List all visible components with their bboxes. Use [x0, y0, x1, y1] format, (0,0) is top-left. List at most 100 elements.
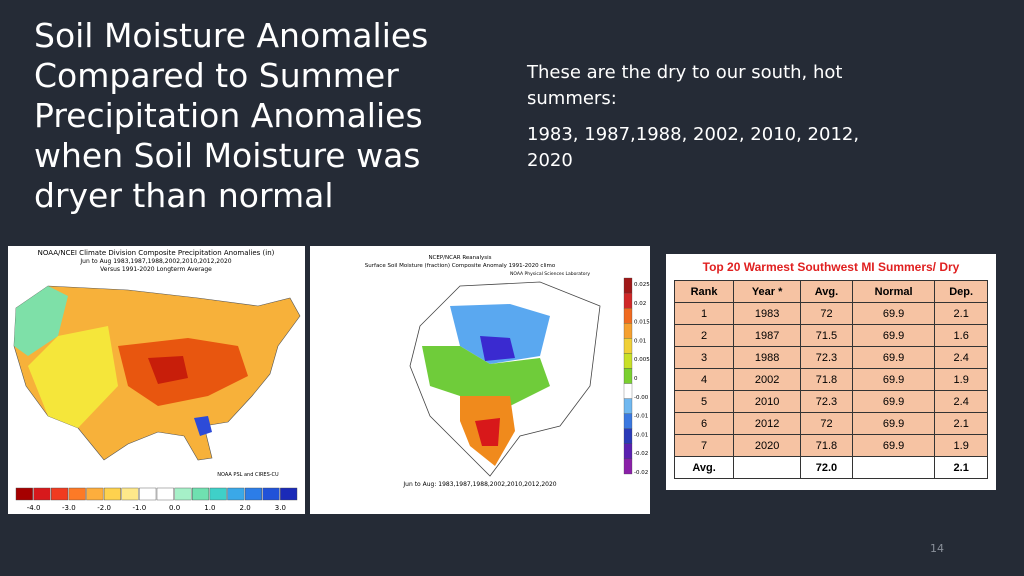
- figure-credit: NOAA PSL and CIRES-CU: [217, 472, 279, 478]
- colorbar-box: [623, 353, 633, 369]
- slide-body: These are the dry to our south, hot summ…: [527, 60, 907, 184]
- colorbar-box: [623, 308, 633, 324]
- table-cell: 69.9: [851, 434, 936, 457]
- table-cell: 2.1: [934, 412, 988, 435]
- colorbar-box: [262, 487, 280, 501]
- table: Rank Year * Avg. Normal Dep. 1 1983 72 69.9 2.1 2 1…: [673, 280, 988, 479]
- colorbar-label: 0.015: [634, 320, 650, 326]
- table-cell: 3: [673, 346, 735, 369]
- colorbar-box: [623, 458, 633, 475]
- table-cell: 1987: [733, 324, 802, 347]
- table-row: 5 2010 72.3 69.9 2.4: [673, 390, 988, 413]
- colorbar-label: -0.01: [634, 414, 648, 420]
- table-cell: 2.1: [934, 302, 988, 325]
- colorbar-box: [86, 487, 104, 501]
- precip-map-svg: NOAA/NCEI Climate Division Composite Pre…: [13, 249, 321, 512]
- map-dry-core: [475, 418, 500, 446]
- table-row: 3 1988 72.3 69.9 2.4: [673, 346, 988, 369]
- colorbar-box: [192, 487, 210, 501]
- figure-title: Surface Soil Moisture (fraction) Composi…: [365, 263, 556, 269]
- average-avg: 72.0: [800, 456, 853, 479]
- title-line: Compared to Summer: [34, 56, 399, 95]
- table-cell: 2012: [733, 412, 802, 435]
- table-cell: 69.9: [851, 302, 936, 325]
- colorbar-label: -0.00: [634, 395, 649, 401]
- table-cell: 69.9: [851, 324, 936, 347]
- average-dep: 2.1: [934, 456, 988, 479]
- slide-title: Soil Moisture Anomalies Compared to Summe…: [34, 16, 428, 216]
- colorbar-label: -2.0: [97, 504, 111, 512]
- average-label: Avg.: [673, 456, 735, 479]
- figure-title: NOAA Physical Sciences Laboratory: [510, 271, 590, 277]
- table-cell: 71.5: [800, 324, 853, 347]
- figure-title: NCEP/NCAR Reanalysis: [428, 255, 491, 261]
- header-cell: Dep.: [934, 280, 988, 303]
- table-cell: 69.9: [851, 390, 936, 413]
- table-row: 1 1983 72 69.9 2.1: [673, 302, 988, 325]
- colorbar-box: [156, 487, 174, 501]
- average-row: Avg. 72.0 2.1: [673, 456, 988, 479]
- title-line: when Soil Moisture was: [34, 136, 421, 175]
- colorbar-label: -0.02: [634, 451, 648, 457]
- map-yellow-west: [28, 326, 118, 428]
- table-cell: 72: [800, 412, 853, 435]
- header-cell: Year *: [733, 280, 802, 303]
- header-cell: Avg.: [800, 280, 853, 303]
- map-dry-center: [148, 356, 188, 384]
- table-cell: 71.8: [800, 368, 853, 391]
- colorbar-box: [51, 487, 69, 501]
- colorbar-box: [174, 487, 192, 501]
- body-paragraph: These are the dry to our south, hot summ…: [527, 62, 843, 109]
- colorbar-label: 0.025: [634, 282, 650, 288]
- colorbar-label: 0.0: [169, 504, 180, 512]
- colorbar-box: [33, 487, 51, 501]
- title-line: Soil Moisture Anomalies: [34, 16, 429, 55]
- empty-cell: [733, 456, 802, 479]
- map-wet-gulf: [194, 416, 212, 436]
- colorbar-label: -1.0: [133, 504, 147, 512]
- table-panel: Top 20 Warmest Southwest MI Summers/ Dry…: [666, 254, 996, 490]
- colorbar-box: [623, 368, 633, 384]
- table-cell: 69.9: [851, 412, 936, 435]
- title-line: Precipitation Anomalies: [34, 96, 423, 135]
- colorbar-label: -0.01: [634, 432, 648, 438]
- table-cell: 2: [673, 324, 735, 347]
- header-cell: Normal: [851, 280, 936, 303]
- table-row: 6 2012 72 69.9 2.1: [673, 412, 988, 435]
- table-cell: 1: [673, 302, 735, 325]
- map-green: [422, 346, 550, 406]
- colorbar-box: [139, 487, 157, 501]
- figure-title: Versus 1991-2020 Longterm Average: [100, 266, 212, 273]
- soil-map: NCEP/NCAR Reanalysis Surface Soil Moistur…: [310, 246, 650, 514]
- table-cell: 72.3: [800, 390, 853, 413]
- table-cell: 1988: [733, 346, 802, 369]
- table-cell: 2.4: [934, 346, 988, 369]
- colorbar-label: -4.0: [27, 504, 41, 512]
- colorbar-label: 2.0: [240, 504, 251, 512]
- map-wet-center: [480, 336, 515, 361]
- table-title: Top 20 Warmest Southwest MI Summers/ Dry: [702, 260, 960, 274]
- table-row: 7 2020 71.8 69.9 1.9: [673, 434, 988, 457]
- table-cell: 4: [673, 368, 735, 391]
- table-cell: 69.9: [851, 346, 936, 369]
- table-cell: 1.9: [934, 368, 988, 391]
- colorbar-label: 1.0: [204, 504, 215, 512]
- table-cell: 1.9: [934, 434, 988, 457]
- table-cell: 6: [673, 412, 735, 435]
- colorbar-box: [68, 487, 86, 501]
- map-wet-nw: [14, 286, 68, 356]
- table-cell: 2002: [733, 368, 802, 391]
- table-cell: 2010: [733, 390, 802, 413]
- figure-title: Jun to Aug 1983,1987,1988,2002,2010,2012…: [79, 258, 231, 265]
- table-row: 4 2002 71.8 69.9 1.9: [673, 368, 988, 391]
- colorbar-label: 0.005: [634, 357, 650, 363]
- precip-map: NOAA/NCEI Climate Division Composite Pre…: [8, 246, 321, 514]
- colorbar-box: [623, 443, 633, 460]
- table-cell: 69.9: [851, 368, 936, 391]
- table-cell: 1.6: [934, 324, 988, 347]
- colorbar-label: -3.0: [62, 504, 76, 512]
- table-cell: 1983: [733, 302, 802, 325]
- figure-footer: Jun to Aug: 1983,1987,1988,2002,2010,201…: [402, 481, 556, 488]
- body-paragraph: 1983, 1987,1988, 2002, 2010, 2012, 2020: [527, 124, 860, 171]
- colorbar-box: [209, 487, 227, 501]
